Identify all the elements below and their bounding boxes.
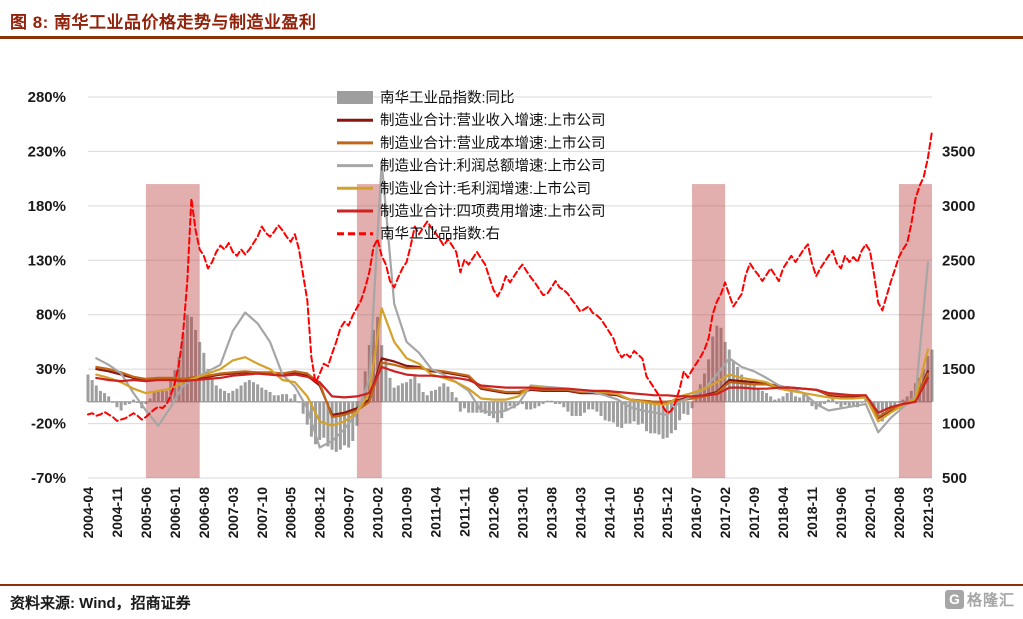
- x-axis-tick: 2010-09: [399, 487, 415, 539]
- series-line-5: [95, 365, 930, 414]
- x-axis-tick: 2019-06: [833, 487, 849, 539]
- x-axis-tick: 2012-06: [485, 487, 501, 539]
- x-axis-tick: 2018-04: [775, 487, 791, 539]
- legend-label: 制造业合计:营业成本增速:上市公司: [380, 135, 606, 152]
- x-axis-tick: 2021-03: [920, 487, 936, 539]
- x-axis-tick: 2007-10: [254, 487, 270, 539]
- series-line-4: [95, 307, 930, 427]
- x-axis-tick: 2020-08: [891, 487, 907, 539]
- left-axis-tick: 80%: [36, 307, 66, 324]
- legend-label: 制造业合计:利润总额增速:上市公司: [380, 158, 606, 175]
- right-axis-tick: 2500: [942, 252, 975, 269]
- right-axis-tick: 500: [942, 470, 967, 487]
- x-axis-tick: 2011-11: [456, 487, 472, 537]
- x-axis-labels: 2004-04 2004-11 2005-06 2006-01 2006-08 2007-…: [80, 487, 936, 539]
- x-axis-tick: 2011-04: [428, 487, 444, 538]
- legend-label: 南华工业品指数:右: [380, 226, 500, 243]
- x-axis-tick: 2016-07: [688, 487, 704, 539]
- highlight-bands: [145, 184, 932, 479]
- right-axis-tick: 3000: [942, 198, 975, 215]
- x-axis-tick: 2006-01: [167, 487, 183, 539]
- title-divider: [0, 36, 1023, 39]
- left-axis-tick: 230%: [28, 143, 66, 160]
- left-axis-tick: 30%: [36, 361, 66, 378]
- logo-text: 格隆汇: [966, 592, 1015, 609]
- x-axis-tick: 2018-11: [804, 487, 820, 538]
- footer-divider: [0, 584, 1023, 586]
- legend-label: 制造业合计:四项费用增速:上市公司: [380, 203, 606, 220]
- source-note: 资料来源: Wind，招商证券: [10, 595, 191, 612]
- x-axis-tick: 2013-01: [514, 487, 530, 539]
- legend-label: 南华工业品指数:同比: [380, 90, 515, 107]
- left-axis-tick: -20%: [31, 416, 66, 433]
- left-axis-tick: 130%: [28, 252, 66, 269]
- right-axis-labels: 500 1000 1500 2000 2500 3000 3500: [942, 143, 975, 487]
- x-axis-tick: 2007-03: [225, 487, 241, 539]
- x-axis-tick: 2017-09: [746, 487, 762, 539]
- x-axis-tick: 2014-03: [572, 487, 588, 539]
- right-axis-tick: 3500: [942, 143, 975, 160]
- x-axis-tick: 2017-02: [717, 487, 733, 539]
- x-axis-tick: 2008-12: [312, 487, 328, 539]
- chart-legend: 南华工业品指数:同比制造业合计:营业收入增速:上市公司制造业合计:营业成本增速:…: [337, 90, 606, 243]
- x-axis-tick: 2004-04: [80, 487, 96, 539]
- legend-label: 制造业合计:营业收入增速:上市公司: [380, 112, 606, 129]
- figure-title: 图 8: 南华工业品价格走势与制造业盈利: [10, 13, 317, 32]
- x-axis-tick: 2015-05: [630, 487, 646, 539]
- highlight-band: [898, 184, 932, 479]
- logo-g-icon: G: [944, 590, 964, 609]
- x-axis-tick: 2008-05: [283, 487, 299, 539]
- yoy-bars: [86, 314, 934, 452]
- grid-lines: [88, 96, 932, 479]
- right-axis-tick: 2000: [942, 307, 975, 324]
- series-line-6: [87, 130, 933, 422]
- x-axis-tick: 2009-07: [341, 487, 357, 539]
- legend-label: 制造业合计:毛利润增速:上市公司: [380, 180, 591, 197]
- x-axis-tick: 2005-06: [138, 487, 154, 539]
- x-axis-tick: 2004-11: [109, 487, 125, 538]
- gelonghui-logo: G 格隆汇: [944, 589, 1015, 610]
- x-axis-tick: 2006-08: [196, 487, 212, 539]
- left-axis-tick: -70%: [31, 470, 66, 487]
- x-axis-tick: 2015-12: [659, 487, 675, 539]
- legend-swatch-bar: [337, 91, 373, 104]
- left-axis-tick: 180%: [28, 198, 66, 215]
- right-axis-tick: 1500: [942, 361, 975, 378]
- left-axis-tick: 280%: [28, 89, 66, 106]
- x-axis-tick: 2014-10: [601, 487, 617, 539]
- left-axis-labels: -70% -20% 30% 80% 130% 180% 230% 280%: [28, 89, 66, 487]
- x-axis-tick: 2010-02: [370, 487, 386, 539]
- x-axis-tick: 2013-08: [543, 487, 559, 539]
- highlight-band: [145, 184, 200, 479]
- highlight-band: [692, 184, 726, 479]
- right-axis-tick: 1000: [942, 416, 975, 433]
- x-axis-tick: 2020-01: [862, 487, 878, 539]
